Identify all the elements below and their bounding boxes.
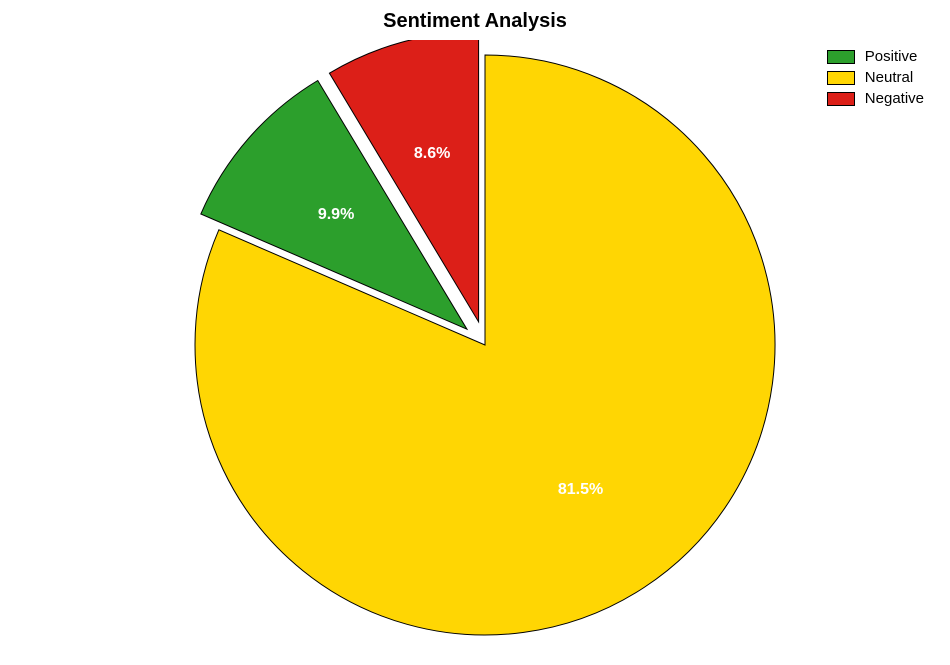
legend-label: Neutral (865, 69, 913, 86)
legend-swatch (827, 92, 855, 106)
legend-label: Negative (865, 90, 924, 107)
legend-item-negative: Negative (827, 90, 924, 107)
slice-label-neutral: 81.5% (558, 481, 603, 499)
legend-swatch (827, 71, 855, 85)
slice-label-negative: 8.6% (414, 145, 450, 163)
legend-item-positive: Positive (827, 48, 924, 65)
chart-title: Sentiment Analysis (383, 10, 567, 33)
legend-item-neutral: Neutral (827, 69, 924, 86)
pie-chart (0, 40, 950, 660)
pie-svg (0, 40, 950, 660)
legend-label: Positive (865, 48, 918, 65)
legend: Positive Neutral Negative (827, 48, 924, 111)
legend-swatch (827, 50, 855, 64)
slice-label-positive: 9.9% (318, 206, 354, 224)
